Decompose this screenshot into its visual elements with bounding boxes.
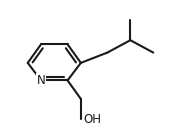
Text: OH: OH [83, 113, 101, 126]
Text: N: N [37, 74, 45, 87]
